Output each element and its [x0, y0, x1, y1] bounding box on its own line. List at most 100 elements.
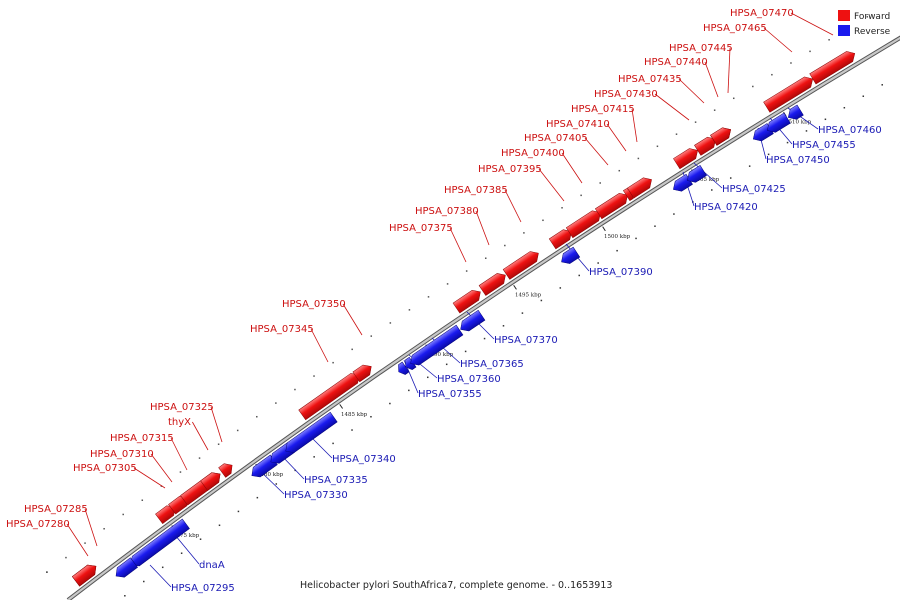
- gene-label-hpsa-07305[interactable]: HPSA_07305: [73, 463, 137, 474]
- track-dot: [389, 402, 391, 405]
- gene-label-hpsa-07395[interactable]: HPSA_07395: [478, 164, 542, 175]
- gene-label-hpsa-07450[interactable]: HPSA_07450: [766, 155, 830, 166]
- gene-hpsa-07400[interactable]: [565, 207, 604, 239]
- leader-hpsa-07440: [704, 61, 719, 98]
- gene-label-hpsa-07330[interactable]: HPSA_07330: [284, 490, 348, 501]
- track-dot: [179, 471, 182, 473]
- gene-label-hpsa-07460[interactable]: HPSA_07460: [818, 125, 882, 136]
- gene-label-hpsa-07420[interactable]: HPSA_07420: [694, 202, 758, 213]
- gene-label-hpsa-07315[interactable]: HPSA_07315: [110, 433, 174, 444]
- gene-label-hpsa-07415[interactable]: HPSA_07415: [571, 104, 635, 115]
- gene-hpsa-07395[interactable]: [548, 226, 575, 250]
- gene-label-hpsa-07385[interactable]: HPSA_07385: [444, 185, 508, 196]
- gene-label-hpsa-07310[interactable]: HPSA_07310: [90, 449, 154, 460]
- track-dot: [445, 363, 448, 366]
- leader-hpsa-07310: [150, 453, 173, 483]
- gene-label-hpsa-07345[interactable]: HPSA_07345: [250, 324, 314, 335]
- gene-label-hpsa-07465[interactable]: HPSA_07465: [703, 23, 767, 34]
- scale-label: 1490 kbp: [427, 352, 454, 358]
- gene-label-hpsa-07340[interactable]: HPSA_07340: [332, 454, 396, 465]
- gene-hpsa-07365[interactable]: [407, 324, 464, 368]
- track-dot: [446, 283, 449, 285]
- gene-hpsa-07325[interactable]: [218, 460, 236, 478]
- gene-hpsa-07380[interactable]: [478, 270, 509, 296]
- track-dot: [427, 376, 429, 379]
- track-dot: [771, 73, 773, 76]
- track-dot: [256, 415, 258, 418]
- gene-label-hpsa-07425[interactable]: HPSA_07425: [722, 184, 786, 195]
- track-dot: [540, 299, 543, 302]
- track-dot: [370, 335, 373, 337]
- gene-label-hpsa-07285[interactable]: HPSA_07285: [24, 504, 88, 515]
- track-dot: [618, 169, 621, 172]
- gene-label-hpsa-07410[interactable]: HPSA_07410: [546, 119, 610, 130]
- gene-label-hpsa-07350[interactable]: HPSA_07350: [282, 299, 346, 310]
- scale-tick-1485: [339, 404, 344, 409]
- gene-label-hpsa-07440[interactable]: HPSA_07440: [644, 57, 708, 68]
- track-dot: [635, 237, 637, 240]
- gene-label-hpsa-07325[interactable]: HPSA_07325: [150, 402, 214, 413]
- gene-label-hpsa-07470[interactable]: HPSA_07470: [730, 8, 794, 19]
- track-dot: [351, 348, 353, 351]
- gene-label-hpsa-07445[interactable]: HPSA_07445: [669, 43, 733, 54]
- gene-label-hpsa-07380[interactable]: HPSA_07380: [415, 206, 479, 217]
- gene-label-hpsa-07355[interactable]: HPSA_07355: [418, 389, 482, 400]
- gene-hpsa-07470[interactable]: [809, 48, 858, 85]
- gene-hpsa-07375[interactable]: [452, 287, 484, 314]
- track-dot: [351, 429, 353, 431]
- track-dot: [313, 375, 315, 377]
- gene-label-hpsa-07455[interactable]: HPSA_07455: [792, 140, 856, 151]
- gene-hpsa-07285[interactable]: [71, 561, 99, 587]
- track-dot: [656, 145, 659, 148]
- gene-hpsa-07430[interactable]: [673, 145, 700, 170]
- track-dot: [199, 538, 202, 540]
- scale-label: 1480 kbp: [257, 472, 284, 478]
- gene-label-thyx[interactable]: thyX: [168, 417, 191, 428]
- gene-label-hpsa-07375[interactable]: HPSA_07375: [389, 223, 453, 234]
- genome-backbone: [66, 35, 900, 600]
- leader-hpsa-07295: [149, 564, 172, 588]
- leader-hpsa-07410: [606, 123, 627, 152]
- gene-hpsa-07415[interactable]: [627, 175, 654, 199]
- track-dots: [46, 16, 883, 597]
- track-dot: [256, 496, 259, 499]
- track-dot: [84, 542, 86, 544]
- leader-hpsa-07435: [678, 78, 705, 104]
- gene-label-hpsa-07280[interactable]: HPSA_07280: [6, 519, 70, 530]
- gene-hpsa-07405[interactable]: [594, 190, 631, 220]
- gene-hpsa-07460[interactable]: [785, 104, 804, 123]
- gene-dnaa[interactable]: [127, 518, 190, 570]
- gene-thyx[interactable]: [200, 469, 224, 491]
- gene-label-hpsa-07435[interactable]: HPSA_07435: [618, 74, 682, 85]
- track-dot: [597, 262, 599, 264]
- gene-hpsa-07355[interactable]: [395, 361, 410, 377]
- gene-hpsa-07425[interactable]: [684, 165, 707, 185]
- gene-hpsa-07435[interactable]: [694, 134, 718, 156]
- gene-label-dnaa[interactable]: dnaA: [199, 560, 225, 571]
- gene-hpsa-07350[interactable]: [352, 362, 375, 383]
- legend-label-forward: Forward: [854, 12, 890, 22]
- leader-hpsa-07280: [66, 523, 89, 557]
- gene-label-hpsa-07390[interactable]: HPSA_07390: [589, 267, 653, 278]
- leader-thyx: [192, 421, 209, 451]
- gene-hpsa-07340[interactable]: [282, 411, 338, 456]
- scale-label: 1505 kbp: [693, 177, 720, 183]
- gene-hpsa-07465[interactable]: [763, 74, 816, 113]
- gene-label-hpsa-07400[interactable]: HPSA_07400: [501, 148, 565, 159]
- gene-label-hpsa-07370[interactable]: HPSA_07370: [494, 335, 558, 346]
- gene-label-hpsa-07295[interactable]: HPSA_07295: [171, 583, 235, 594]
- gene-hpsa-07370[interactable]: [457, 309, 486, 334]
- gene-hpsa-07295[interactable]: [112, 557, 138, 581]
- gene-hpsa-07445[interactable]: [710, 125, 734, 146]
- gene-hpsa-07455[interactable]: [764, 112, 791, 136]
- gene-label-hpsa-07335[interactable]: HPSA_07335: [304, 475, 368, 486]
- track-dot: [217, 443, 220, 445]
- gene-label-hpsa-07430[interactable]: HPSA_07430: [594, 89, 658, 100]
- track-dot: [275, 402, 277, 404]
- gene-label-hpsa-07405[interactable]: HPSA_07405: [524, 133, 588, 144]
- gene-label-hpsa-07365[interactable]: HPSA_07365: [460, 359, 524, 370]
- gene-hpsa-07385[interactable]: [502, 248, 542, 280]
- track-dot: [465, 270, 468, 272]
- gene-hpsa-07390[interactable]: [558, 246, 581, 267]
- gene-label-hpsa-07360[interactable]: HPSA_07360: [437, 374, 501, 385]
